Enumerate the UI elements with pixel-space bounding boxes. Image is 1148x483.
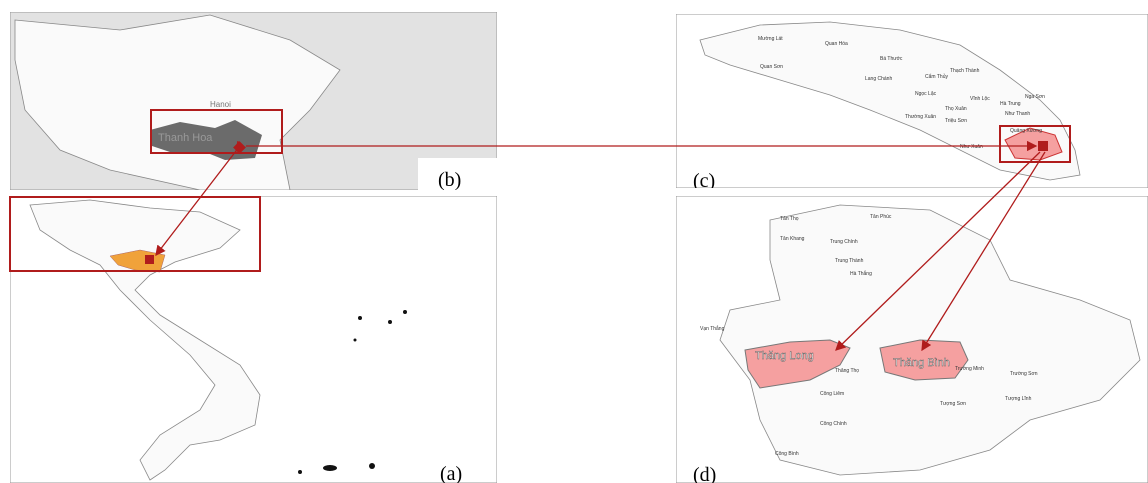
place-label: Thọ Xuân <box>945 106 967 112</box>
panel-label: (c) <box>693 170 715 192</box>
place-label: Tân Thọ <box>780 216 799 222</box>
place-label: Thăng Bình <box>893 357 950 369</box>
place-label: Quảng Xương <box>1010 128 1042 134</box>
place-label: Thăng Thọ <box>835 368 859 374</box>
place-label: Tượng Lĩnh <box>1005 396 1032 402</box>
place-label: Thăng Long <box>755 350 814 362</box>
panel-label: (b) <box>438 169 461 191</box>
place-label: Công Chính <box>820 421 847 427</box>
place-label: Như Thanh <box>1005 111 1030 117</box>
place-label: Tân Khang <box>780 236 805 242</box>
marker <box>1038 141 1048 151</box>
place-label: Thạch Thành <box>950 68 980 74</box>
place-label: Như Xuân <box>960 144 983 150</box>
place-label: Bá Thước <box>880 56 903 62</box>
place-label: Triệu Sơn <box>945 118 967 124</box>
place-label: Quan Sơn <box>760 64 783 70</box>
place-label: Công Bình <box>775 451 799 457</box>
place-label: Lang Chánh <box>865 76 892 82</box>
marker <box>145 255 154 264</box>
place-label: Thanh Hoa <box>158 132 213 144</box>
place-label: Cẩm Thủy <box>925 73 948 80</box>
place-label: Trung Chính <box>830 239 858 245</box>
place-label: Mường Lát <box>758 36 783 42</box>
panel-b: Hanoi Thanh Hoa (b) <box>10 12 497 191</box>
place-label: Thường Xuân <box>905 114 936 120</box>
place-label: Trung Thành <box>835 258 864 264</box>
place-label: Hà Trung <box>1000 101 1021 107</box>
figure: Hanoi Thanh Hoa (b) (a) Mường Lát Quan Hó… <box>0 0 1148 483</box>
panel-a: (a) <box>10 196 497 483</box>
place-label: Vạn Thắng <box>700 325 725 332</box>
panel-label: (d) <box>693 464 716 483</box>
place-label: Ngọc Lặc <box>915 91 937 97</box>
place-label: Tượng Sơn <box>940 401 966 407</box>
place-label: Công Liêm <box>820 391 844 397</box>
place-label: Trường Minh <box>955 366 984 372</box>
place-label: Trường Sơn <box>1010 371 1038 377</box>
place-label: Quan Hóa <box>825 41 848 47</box>
place-label: Tân Phúc <box>870 214 892 220</box>
panel-c: Mường Lát Quan Hóa Quan Sơn Bá Thước Lang Ch… <box>676 14 1148 192</box>
place-label: Vĩnh Lộc <box>970 96 990 102</box>
panel-d: Tân Thọ Tân Phúc Tân Khang Trung Chính Trung… <box>676 196 1148 483</box>
panel-label: (a) <box>440 463 462 483</box>
place-label: Hanoi <box>210 100 231 109</box>
place-label: Nga Sơn <box>1025 94 1045 100</box>
place-label: Hà Thắng <box>850 270 872 277</box>
